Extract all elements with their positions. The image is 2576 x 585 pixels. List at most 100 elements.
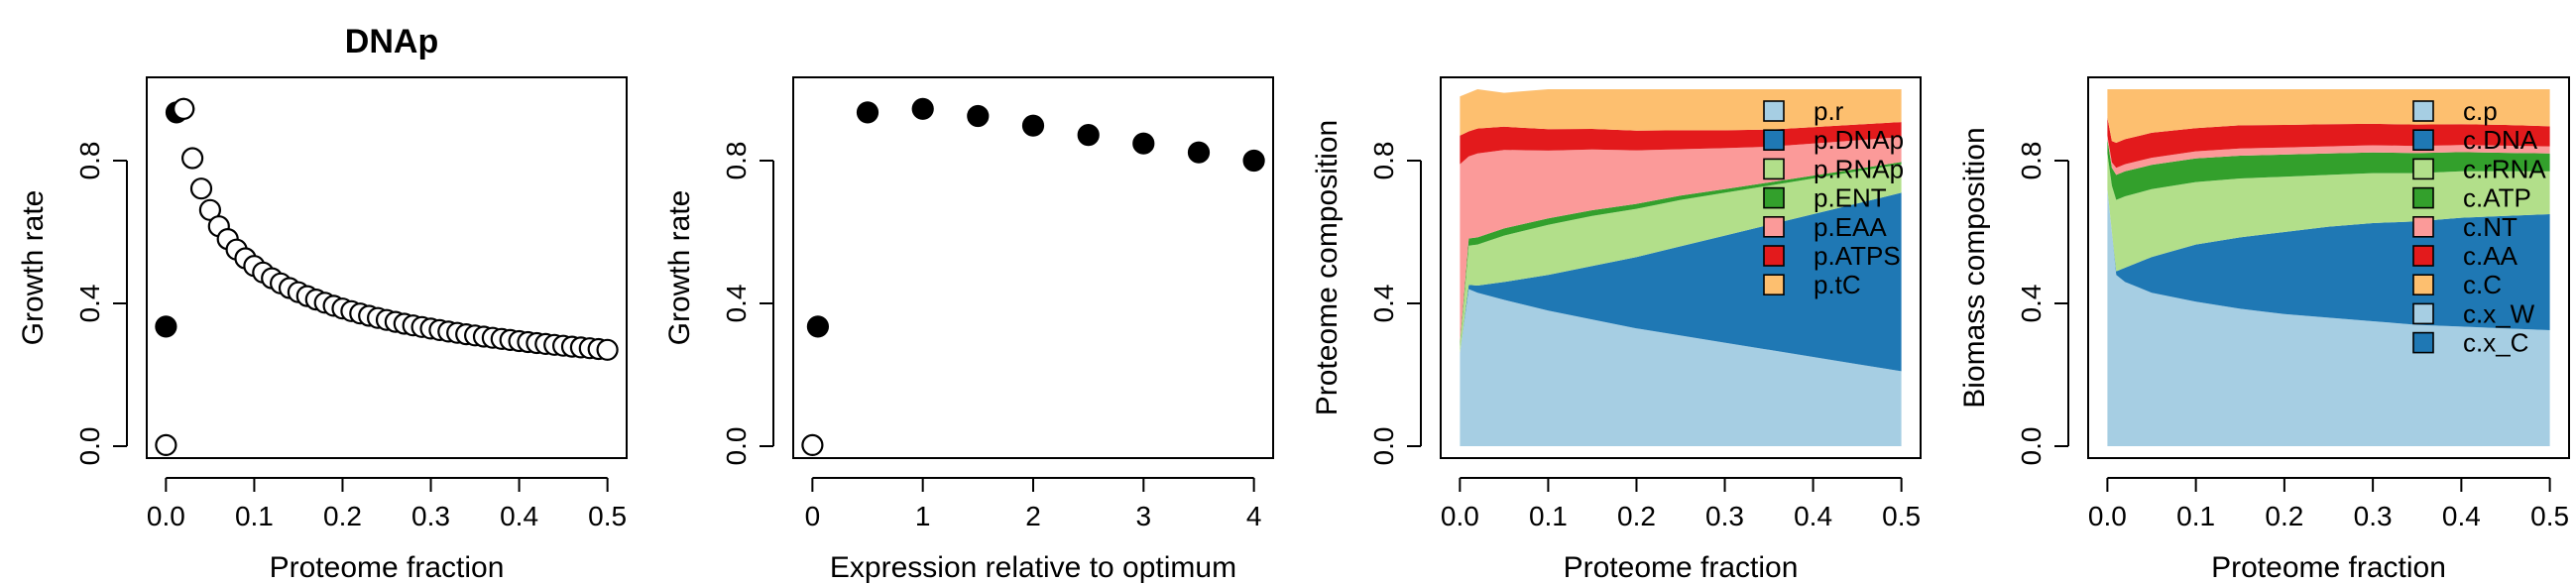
- x-tick-label: 2: [1025, 501, 1041, 531]
- x-tick-label: 0.4: [2442, 501, 2481, 531]
- area-c-c: [2107, 89, 2550, 143]
- legend-label: c.AA: [2463, 241, 2518, 271]
- legend-swatch: [2412, 302, 2434, 325]
- data-point-filled: [1187, 141, 1211, 164]
- legend-label: c.C: [2463, 270, 2502, 299]
- area-p-eaa: [1460, 137, 1902, 343]
- y-axis-label: Growth rate: [17, 190, 50, 346]
- legend-label: c.ATP: [2463, 183, 2531, 213]
- legend-label: p.EAA: [1814, 212, 1887, 242]
- legend-label: p.ATPS: [1814, 241, 1901, 271]
- x-tick-label: 0.1: [2176, 501, 2215, 531]
- x-tick-label: 0: [805, 501, 821, 531]
- data-point-filled: [1077, 124, 1100, 147]
- y-axis-label: Proteome composition: [1311, 120, 1344, 415]
- legend-swatch: [2412, 216, 2434, 238]
- legend-swatch: [2412, 158, 2434, 180]
- legend-label: c.DNA: [2463, 125, 2538, 155]
- x-tick-label: 0.1: [235, 501, 274, 531]
- legend-swatch: [1763, 158, 1785, 180]
- legend-label: c.rRNA: [2463, 154, 2546, 183]
- data-point-open: [173, 97, 195, 120]
- legend-swatch: [2412, 186, 2434, 209]
- legend-label: p.ENT: [1814, 183, 1887, 213]
- area-p-atps: [1460, 122, 1902, 165]
- area-p-rnap: [1460, 164, 1902, 354]
- y-tick-label: 0.8: [721, 142, 752, 180]
- data-point-filled: [856, 101, 879, 124]
- x-tick-label: 0.2: [323, 501, 362, 531]
- data-point-filled: [911, 97, 934, 120]
- legend-label: c.p: [2463, 96, 2498, 126]
- x-tick-label: 0.2: [1617, 501, 1656, 531]
- data-point-open: [801, 433, 824, 456]
- x-tick-label: 0.1: [1529, 501, 1568, 531]
- y-tick-label: 0.0: [74, 427, 105, 466]
- area-p-tc: [1460, 89, 1902, 136]
- area-c-rrna: [2107, 153, 2550, 272]
- x-tick-label: 1: [915, 501, 931, 531]
- plot-frame: [146, 76, 628, 459]
- plot-frame: [792, 76, 1274, 459]
- area-c-nt: [2107, 135, 2550, 176]
- y-tick-label: 0.4: [2016, 285, 2047, 323]
- legend-swatch: [2412, 129, 2434, 151]
- plot-frame: [1440, 76, 1922, 459]
- legend-label: c.NT: [2463, 212, 2517, 242]
- x-tick-label: 0.3: [1705, 501, 1744, 531]
- panel-dnap-growth-vs-fraction: 0.0 0.1 0.2 0.3 0.4 0.5 Proteome fraction 0.0 0.…: [17, 76, 628, 584]
- x-tick-label: 0.4: [1794, 501, 1832, 531]
- y-tick-label: 0.8: [1368, 142, 1399, 180]
- data-point-filled: [967, 104, 990, 128]
- data-point-filled: [1242, 149, 1265, 173]
- y-tick-label: 0.0: [2016, 427, 2047, 466]
- x-tick-label: 0.0: [147, 501, 185, 531]
- y-tick-label: 0.4: [74, 285, 105, 323]
- area-c-aa: [2107, 117, 2550, 169]
- x-tick-label: 0.2: [2265, 501, 2303, 531]
- x-tick-label: 0.4: [500, 501, 538, 531]
- x-tick-label: 3: [1136, 501, 1152, 531]
- legend-swatch: [1763, 245, 1785, 267]
- x-tick-label: 0.3: [411, 501, 450, 531]
- area-c-p: [2107, 188, 2550, 447]
- data-point-open: [155, 433, 177, 456]
- legend-label: p.r: [1814, 96, 1844, 126]
- legend-label: p.tC: [1814, 270, 1861, 299]
- panel-proteome-composition: 0.0 0.1 0.2 0.3 0.4 0.5 Proteome fraction 0.0 0.…: [1311, 76, 1922, 584]
- data-point-filled: [1132, 132, 1155, 155]
- legend-label: c.x_W: [2463, 298, 2535, 328]
- area-p-r: [1460, 289, 1902, 446]
- legend-swatch: [1763, 129, 1785, 151]
- legend-swatch: [1763, 100, 1785, 122]
- area-p-dnap: [1460, 192, 1902, 372]
- x-axis-label: Expression relative to optimum: [830, 551, 1236, 584]
- data-point-filled: [155, 315, 177, 338]
- legend-swatch: [1763, 216, 1785, 238]
- legend-swatch: [1763, 186, 1785, 209]
- y-tick-label: 0.4: [721, 285, 752, 323]
- y-tick-label: 0.0: [1368, 427, 1399, 466]
- legend-swatch: [2412, 274, 2434, 296]
- data-point-open: [181, 147, 204, 170]
- legend-label: p.RNAp: [1814, 154, 1904, 183]
- x-tick-label: 4: [1246, 501, 1262, 531]
- plot-frame: [2087, 76, 2570, 459]
- data-point-filled: [1021, 114, 1045, 137]
- area-c-dna: [2107, 188, 2550, 330]
- x-tick-label: 0.0: [1441, 501, 1479, 531]
- legend-swatch: [2412, 100, 2434, 122]
- x-tick-label: 0.5: [588, 501, 627, 531]
- y-tick-label: 0.4: [1368, 285, 1399, 323]
- y-axis-label: Biomass composition: [1958, 127, 1991, 408]
- legend-swatch: [1763, 274, 1785, 296]
- figure-title: DNAp: [345, 23, 438, 60]
- y-tick-label: 0.8: [74, 142, 105, 180]
- y-tick-label: 0.8: [2016, 142, 2047, 180]
- legend-swatch: [2412, 331, 2434, 354]
- area-p-ent: [1460, 162, 1902, 347]
- x-tick-label: 0.0: [2088, 501, 2127, 531]
